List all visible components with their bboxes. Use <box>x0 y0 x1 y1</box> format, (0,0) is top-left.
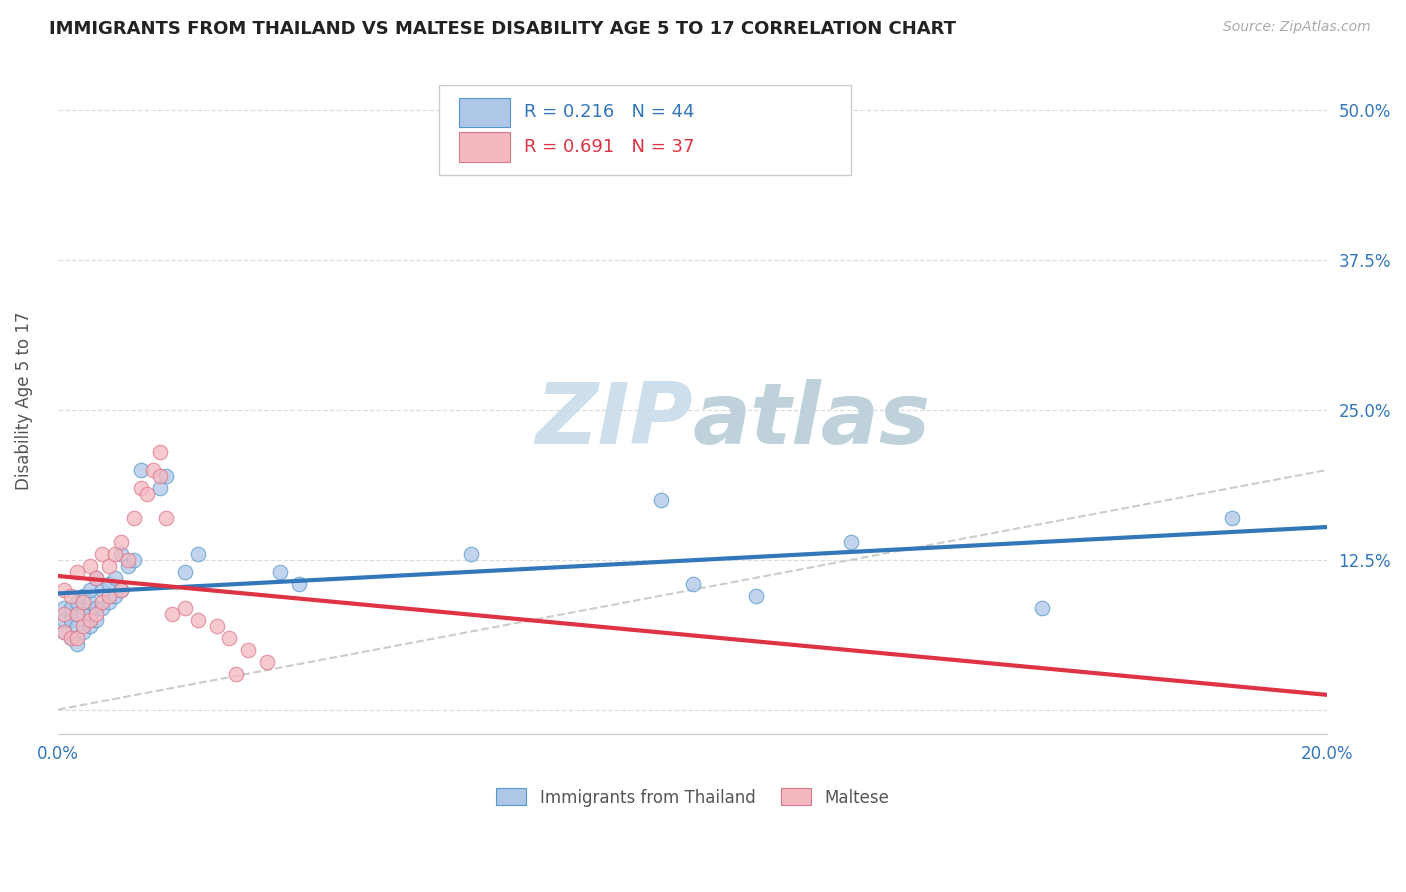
Point <box>160 607 183 621</box>
Y-axis label: Disability Age 5 to 17: Disability Age 5 to 17 <box>15 312 32 491</box>
Point <box>225 666 247 681</box>
Point <box>1220 511 1243 525</box>
Point <box>288 576 311 591</box>
Point <box>79 582 101 597</box>
Point <box>745 589 768 603</box>
Point <box>59 631 82 645</box>
Point <box>91 582 114 597</box>
Point <box>104 547 127 561</box>
Point <box>79 613 101 627</box>
Point <box>218 631 240 645</box>
Point <box>148 469 170 483</box>
Point <box>79 558 101 573</box>
Point <box>135 487 157 501</box>
Text: R = 0.691   N = 37: R = 0.691 N = 37 <box>524 138 695 156</box>
Point <box>59 631 82 645</box>
Point <box>148 481 170 495</box>
Point <box>53 613 76 627</box>
Point <box>66 618 89 632</box>
FancyBboxPatch shape <box>439 85 851 175</box>
Point <box>53 607 76 621</box>
Point <box>91 595 114 609</box>
Point <box>84 600 107 615</box>
FancyBboxPatch shape <box>460 132 510 161</box>
Point <box>205 618 228 632</box>
Point <box>174 600 197 615</box>
Point <box>187 613 209 627</box>
Point <box>104 589 127 603</box>
Point <box>66 565 89 579</box>
Text: Source: ZipAtlas.com: Source: ZipAtlas.com <box>1223 20 1371 34</box>
Point <box>72 624 94 639</box>
Point <box>72 618 94 632</box>
Point <box>79 595 101 609</box>
Point <box>122 553 145 567</box>
Point <box>122 511 145 525</box>
Text: R = 0.216   N = 44: R = 0.216 N = 44 <box>524 103 695 121</box>
Point <box>72 595 94 609</box>
Point <box>187 547 209 561</box>
Point <box>66 631 89 645</box>
Legend: Immigrants from Thailand, Maltese: Immigrants from Thailand, Maltese <box>489 781 896 814</box>
Point <box>53 582 76 597</box>
Point <box>53 600 76 615</box>
Point <box>129 463 152 477</box>
Point <box>66 637 89 651</box>
Point <box>155 511 177 525</box>
Text: atlas: atlas <box>693 379 931 462</box>
Point <box>129 481 152 495</box>
Point <box>155 469 177 483</box>
Point <box>839 534 862 549</box>
Point <box>110 547 132 561</box>
Point <box>66 607 89 621</box>
Point <box>79 618 101 632</box>
Point <box>66 595 89 609</box>
Point <box>682 576 704 591</box>
Point <box>91 600 114 615</box>
Point <box>72 589 94 603</box>
Point <box>59 613 82 627</box>
FancyBboxPatch shape <box>460 98 510 127</box>
Point <box>117 553 139 567</box>
Point <box>460 547 482 561</box>
Point <box>59 600 82 615</box>
Point <box>59 589 82 603</box>
Point <box>110 582 132 597</box>
Point <box>53 624 76 639</box>
Point <box>66 607 89 621</box>
Point <box>142 463 165 477</box>
Point <box>97 589 120 603</box>
Point <box>84 613 107 627</box>
Point <box>79 607 101 621</box>
Point <box>104 571 127 585</box>
Point <box>97 595 120 609</box>
Point <box>238 642 260 657</box>
Point <box>117 558 139 573</box>
Text: ZIP: ZIP <box>536 379 693 462</box>
Point <box>53 624 76 639</box>
Text: IMMIGRANTS FROM THAILAND VS MALTESE DISABILITY AGE 5 TO 17 CORRELATION CHART: IMMIGRANTS FROM THAILAND VS MALTESE DISA… <box>49 20 956 37</box>
Point <box>174 565 197 579</box>
Point <box>110 534 132 549</box>
Point <box>1031 600 1053 615</box>
Point <box>256 655 278 669</box>
Point <box>72 607 94 621</box>
Point <box>84 571 107 585</box>
Point <box>97 576 120 591</box>
Point <box>110 582 132 597</box>
Point <box>148 445 170 459</box>
Point <box>84 571 107 585</box>
Point <box>650 492 672 507</box>
Point <box>97 558 120 573</box>
Point <box>91 547 114 561</box>
Point <box>84 607 107 621</box>
Point <box>269 565 291 579</box>
